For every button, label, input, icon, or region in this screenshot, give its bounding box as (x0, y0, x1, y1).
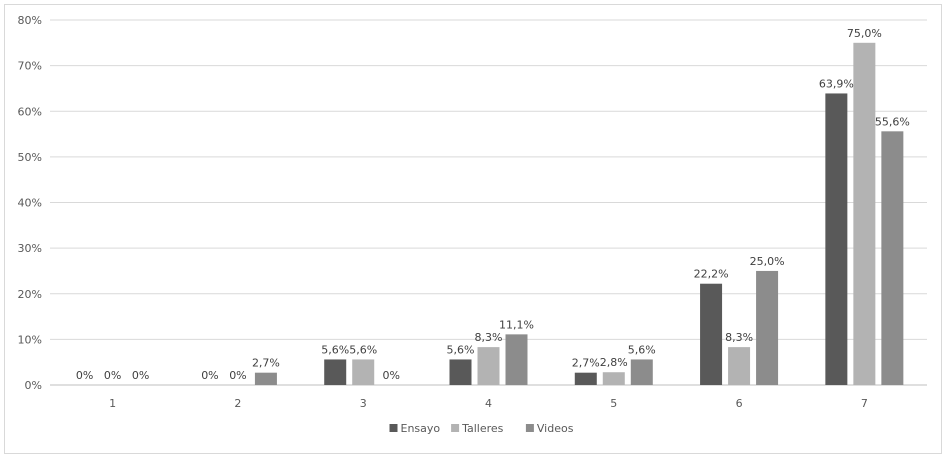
data-label: 2,8% (600, 356, 628, 369)
bar (602, 372, 625, 385)
data-label: 5,6% (628, 343, 656, 356)
bar (505, 334, 528, 385)
x-tick-label: 3 (360, 397, 367, 410)
y-tick-label: 30% (18, 242, 42, 255)
data-label: 0% (201, 369, 218, 382)
data-label: 2,7% (252, 357, 280, 370)
data-label: 0% (76, 369, 93, 382)
data-label: 22,2% (694, 268, 729, 281)
x-tick-label: 5 (610, 397, 617, 410)
y-tick-label: 60% (18, 105, 42, 118)
data-label: 11,1% (499, 318, 534, 331)
legend-label: Talleres (461, 422, 504, 435)
data-label: 2,7% (572, 357, 600, 370)
data-label: 0% (382, 369, 399, 382)
y-tick-label: 10% (18, 333, 42, 346)
legend-swatch (389, 424, 398, 432)
data-label: 8,3% (725, 331, 753, 344)
bar (853, 42, 876, 385)
y-tick-label: 0% (25, 379, 42, 392)
data-label: 0% (104, 369, 121, 382)
bar (254, 372, 277, 385)
bar (881, 131, 904, 385)
x-tick-label: 2 (234, 397, 241, 410)
data-label: 5,6% (447, 343, 475, 356)
bar (574, 372, 597, 385)
y-tick-label: 50% (18, 151, 42, 164)
data-label: 63,9% (819, 77, 854, 90)
x-tick-label: 7 (861, 397, 868, 410)
bar (630, 359, 653, 385)
chart-area: 0% 10% 20% 30% 40% 50% 60% 70% 80% 0% 0% 0% 1 0% 0% 2,7… (4, 4, 942, 454)
bar (825, 93, 848, 386)
x-tick-label: 1 (109, 397, 116, 410)
legend-swatch (451, 424, 460, 432)
legend-swatch (525, 424, 534, 432)
bar (477, 347, 500, 385)
bar (728, 347, 751, 385)
data-label: 5,6% (321, 343, 349, 356)
data-label: 75,0% (847, 27, 882, 40)
bar-chart: 0%10%20%30%40%50%60%70%80%0% 0% 0%10% 0%2,7… (18, 14, 927, 435)
bar (324, 359, 347, 385)
legend-label: Ensayo (401, 422, 441, 435)
data-label: 8,3% (475, 331, 503, 344)
legend-label: Videos (537, 422, 574, 435)
x-tick-label: 4 (485, 397, 492, 410)
data-label: 25,0% (750, 255, 785, 268)
data-label: 55,6% (875, 115, 910, 128)
data-label: 0% (132, 369, 149, 382)
y-tick-label: 70% (18, 60, 42, 73)
y-tick-label: 40% (18, 197, 42, 210)
bar (700, 283, 723, 385)
y-tick-label: 20% (18, 288, 42, 301)
bar (449, 359, 472, 385)
data-label: 0% (229, 369, 246, 382)
x-tick-label: 6 (736, 397, 743, 410)
bar (352, 359, 375, 385)
data-label: 5,6% (349, 343, 377, 356)
bar (756, 270, 779, 385)
y-tick-label: 80% (18, 14, 42, 27)
